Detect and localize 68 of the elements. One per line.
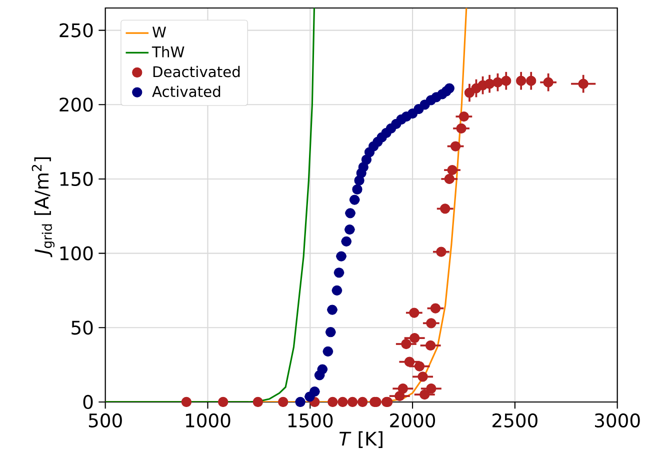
y-tick-label: 100 bbox=[60, 246, 93, 260]
point bbox=[444, 174, 454, 184]
point bbox=[516, 76, 526, 86]
x-tick-label: 2000 bbox=[390, 413, 436, 428]
point bbox=[401, 338, 412, 350]
point bbox=[338, 396, 348, 408]
point bbox=[278, 396, 288, 408]
point bbox=[394, 390, 405, 402]
x-tick-label: 3000 bbox=[594, 413, 640, 428]
point bbox=[501, 76, 512, 86]
point bbox=[398, 384, 408, 394]
point bbox=[484, 78, 495, 89]
point bbox=[352, 184, 362, 194]
point bbox=[458, 111, 470, 122]
point bbox=[357, 396, 368, 408]
point bbox=[350, 194, 360, 205]
point bbox=[181, 396, 192, 408]
point bbox=[334, 268, 344, 278]
legend-label: W bbox=[152, 26, 166, 38]
point bbox=[252, 396, 263, 408]
x-tick-label: 2500 bbox=[492, 413, 538, 428]
point bbox=[347, 396, 358, 408]
point bbox=[409, 308, 420, 318]
point bbox=[418, 372, 428, 382]
point bbox=[322, 346, 334, 357]
point bbox=[328, 396, 338, 408]
point bbox=[578, 78, 588, 89]
point bbox=[464, 88, 475, 98]
point bbox=[361, 154, 372, 165]
point bbox=[430, 303, 441, 314]
legend-label: Deactivated bbox=[153, 66, 240, 78]
point bbox=[450, 141, 461, 152]
point bbox=[456, 123, 466, 134]
y-tick-label: 250 bbox=[60, 23, 93, 38]
point bbox=[543, 77, 554, 88]
point bbox=[345, 208, 356, 218]
y-tick-label: 200 bbox=[60, 98, 93, 112]
point bbox=[326, 327, 336, 338]
point bbox=[336, 251, 346, 262]
x-tick-label: 1000 bbox=[186, 413, 230, 428]
point bbox=[426, 318, 436, 328]
point bbox=[444, 83, 454, 94]
point bbox=[295, 396, 306, 408]
y-tick-label: 150 bbox=[60, 172, 93, 186]
legend-label: ThW bbox=[152, 46, 184, 58]
point bbox=[310, 386, 320, 397]
y-tick-label: 50 bbox=[72, 320, 93, 335]
point bbox=[436, 246, 446, 257]
x-tick-label: 500 bbox=[88, 413, 122, 428]
point bbox=[404, 356, 415, 367]
point bbox=[341, 236, 352, 246]
x-tick-label: 1500 bbox=[288, 413, 333, 428]
point bbox=[317, 364, 328, 374]
point bbox=[440, 204, 450, 214]
legend-label: Activated bbox=[152, 86, 220, 98]
point bbox=[344, 224, 355, 235]
point bbox=[414, 361, 425, 372]
point bbox=[332, 285, 342, 296]
y-axis-title: J$_{grid}$ [A/m$^{2}$] bbox=[32, 157, 55, 258]
point bbox=[327, 304, 338, 315]
point bbox=[218, 396, 228, 408]
point bbox=[447, 164, 458, 176]
x-axis-title: T [K] bbox=[339, 431, 382, 448]
point bbox=[492, 77, 503, 88]
point bbox=[526, 76, 536, 86]
point bbox=[425, 340, 436, 351]
point bbox=[410, 332, 420, 344]
y-tick-label: 0 bbox=[83, 394, 93, 410]
